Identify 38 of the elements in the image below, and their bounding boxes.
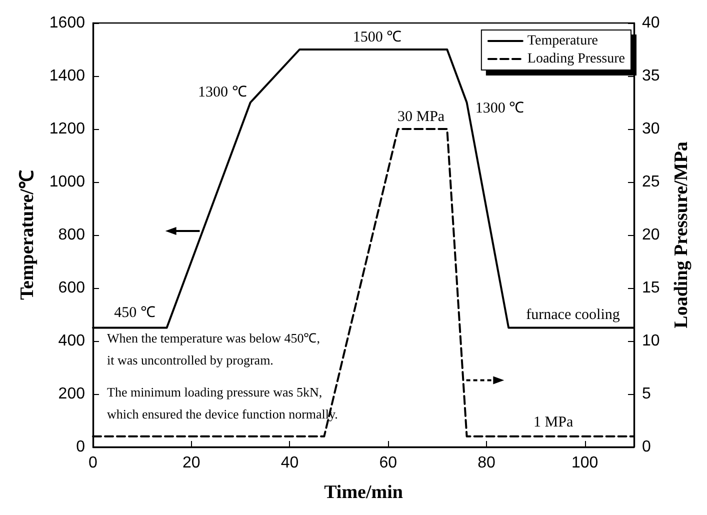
annotation: 1300 ℃	[475, 100, 524, 116]
annotation: The minimum loading pressure was 5kN, which ensured the device function normally.	[107, 384, 338, 422]
y-tick-label: 0	[76, 438, 86, 456]
annotation: 450 ℃	[114, 304, 156, 321]
y-axis-title: Temperature/℃	[17, 170, 38, 300]
y2-tick-label: 25	[642, 174, 660, 190]
x-tick-label: 0	[88, 454, 98, 472]
annotation: 1 MPa	[534, 414, 574, 430]
legend-label: Temperature	[527, 34, 598, 48]
y-tick-label: 1000	[49, 174, 86, 190]
x-tick-label: 80	[478, 454, 496, 472]
annotation: 30 MPa	[397, 109, 445, 125]
annotation: 1300 ℃	[198, 84, 247, 100]
y2-tick-label: 5	[642, 386, 651, 402]
y2-tick-label: 10	[642, 332, 660, 350]
y2-tick-label: 40	[642, 14, 660, 32]
y-tick-label: 1400	[49, 68, 86, 84]
y2-axis-title: Loading Pressure/MPa	[671, 141, 692, 328]
annotation: 1500 ℃	[352, 30, 402, 46]
x-axis-title: Time/min	[324, 482, 404, 503]
y2-tick-label: 35	[642, 68, 660, 84]
y2-tick-label: 30	[642, 120, 660, 138]
x-tick-label: 40	[280, 454, 299, 472]
x-tick-label: 100	[571, 454, 598, 472]
legend-label: Loading Pressure	[527, 52, 626, 66]
y-tick-label: 800	[58, 226, 86, 244]
y-tick-label: 1200	[49, 120, 86, 138]
y2-tick-label: 20	[642, 226, 660, 244]
y-tick-label: 400	[58, 332, 86, 350]
annotation: furnace cooling	[526, 306, 620, 323]
x-tick-label: 60	[379, 454, 398, 472]
y-tick-label: 1600	[49, 14, 86, 32]
y-tick-label: 600	[58, 280, 86, 296]
y-tick-label: 200	[58, 386, 86, 402]
y2-tick-label: 0	[642, 438, 651, 456]
y2-tick-label: 15	[642, 280, 660, 296]
annotation: When the temperature was below 450℃, it was uncontrolled by program.	[107, 330, 320, 368]
x-tick-label: 20	[182, 454, 200, 472]
